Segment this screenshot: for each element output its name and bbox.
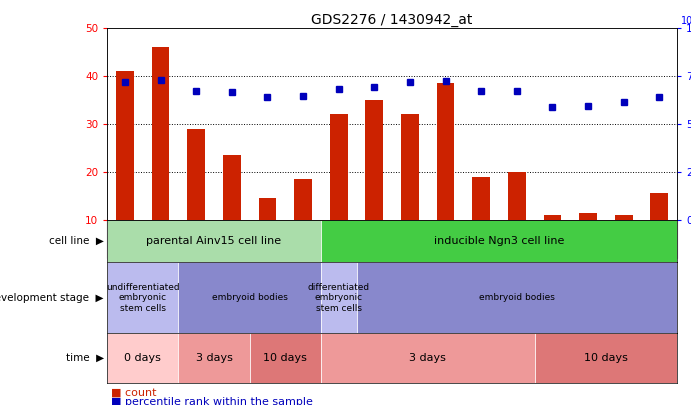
Text: differentiated
embryonic
stem cells: differentiated embryonic stem cells xyxy=(307,283,370,313)
Text: inducible Ngn3 cell line: inducible Ngn3 cell line xyxy=(434,236,565,246)
Bar xyxy=(321,220,677,262)
Bar xyxy=(650,194,668,220)
Bar xyxy=(178,262,321,333)
Text: 100%: 100% xyxy=(681,15,691,26)
Text: cell line  ▶: cell line ▶ xyxy=(49,236,104,246)
Title: GDS2276 / 1430942_at: GDS2276 / 1430942_at xyxy=(312,13,473,27)
Text: embryoid bodies: embryoid bodies xyxy=(479,293,555,302)
Text: ■ percentile rank within the sample: ■ percentile rank within the sample xyxy=(111,397,312,405)
Bar xyxy=(258,198,276,220)
Bar xyxy=(473,177,490,220)
Bar xyxy=(321,333,535,383)
Text: parental Ainv15 cell line: parental Ainv15 cell line xyxy=(146,236,281,246)
Text: embryoid bodies: embryoid bodies xyxy=(211,293,287,302)
Bar xyxy=(107,333,178,383)
Bar xyxy=(116,71,134,220)
Bar xyxy=(294,179,312,220)
Bar xyxy=(615,215,633,220)
Text: 3 days: 3 days xyxy=(196,353,232,363)
Text: 3 days: 3 days xyxy=(409,353,446,363)
Bar xyxy=(321,262,357,333)
Bar xyxy=(357,262,677,333)
Bar xyxy=(437,83,455,220)
Bar xyxy=(249,333,321,383)
Bar xyxy=(508,172,526,220)
Text: 10 days: 10 days xyxy=(263,353,307,363)
Bar xyxy=(151,47,169,220)
Bar xyxy=(107,220,321,262)
Bar xyxy=(544,215,561,220)
Bar xyxy=(579,213,597,220)
Bar xyxy=(330,115,348,220)
Text: undifferentiated
embryonic
stem cells: undifferentiated embryonic stem cells xyxy=(106,283,180,313)
Text: development stage  ▶: development stage ▶ xyxy=(0,293,104,303)
Text: ■ count: ■ count xyxy=(111,388,156,398)
Bar xyxy=(366,100,384,220)
Bar xyxy=(401,115,419,220)
Bar xyxy=(223,155,240,220)
Text: 0 days: 0 days xyxy=(124,353,161,363)
Bar xyxy=(107,262,178,333)
Bar xyxy=(178,333,249,383)
Text: 10 days: 10 days xyxy=(584,353,628,363)
Bar xyxy=(535,333,677,383)
Bar xyxy=(187,129,205,220)
Text: time  ▶: time ▶ xyxy=(66,353,104,363)
